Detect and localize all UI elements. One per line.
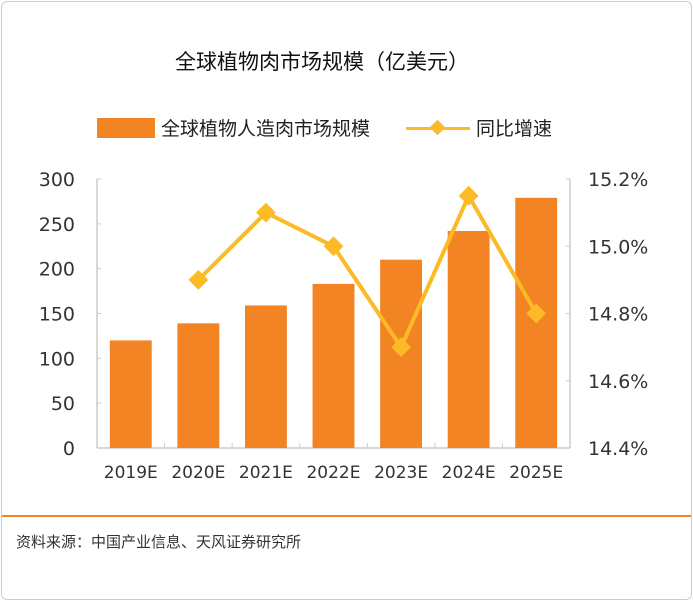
right-tick-label: 15.0% [588,236,648,258]
growth-point [256,202,276,223]
x-tick-label: 2025E [509,463,563,483]
bar [177,323,220,448]
right-tick-label: 14.4% [588,438,648,460]
chart-title: 全球植物肉市场规模（亿美元） [175,50,469,74]
legend-label: 全球植物人造肉市场规模 [161,118,371,140]
bar [312,283,355,448]
growth-point [188,269,209,290]
x-tick-label: 2023E [374,463,428,483]
growth-line [196,191,538,352]
bar [109,340,152,448]
left-tick-label: 250 [39,214,75,236]
x-tick-label: 2024E [442,463,496,483]
right-tick-label: 14.8% [588,304,648,326]
left-tick-label: 200 [39,259,75,281]
legend-label: 同比增速 [476,118,553,140]
legend-swatch-line [406,118,471,138]
bar [447,231,490,448]
growth-point [526,303,547,324]
source-note: 资料来源：中国产业信息、天风证券研究所 [16,533,302,551]
left-tick-label: 100 [39,348,75,370]
growth-point [391,337,411,358]
growth-point [323,236,344,257]
divider [2,515,691,517]
legend: 全球植物人造肉市场规模 同比增速 [97,114,588,141]
left-tick-label: 150 [39,304,75,326]
growth-point [458,185,479,206]
chart-svg: 0 50 100 150 200 250 300 14.4% 14.6% 14.8% 15.0% 15… [39,169,649,483]
x-tick-label: 2021E [239,463,293,483]
bar [244,305,287,448]
x-tick-label: 2019E [104,463,158,483]
x-tick-label: 2020E [171,463,225,483]
left-tick-label: 50 [51,393,75,415]
right-tick-label: 15.2% [588,169,648,191]
x-tick-label: 2022E [306,463,360,483]
left-tick-label: 300 [39,169,75,191]
right-tick-label: 14.6% [588,371,648,393]
legend-swatch-bar [97,117,155,138]
legend-item-bar: 全球植物人造肉市场规模 [97,114,370,141]
legend-item-line: 同比增速 [406,114,552,141]
left-tick-label: 0 [63,438,75,460]
